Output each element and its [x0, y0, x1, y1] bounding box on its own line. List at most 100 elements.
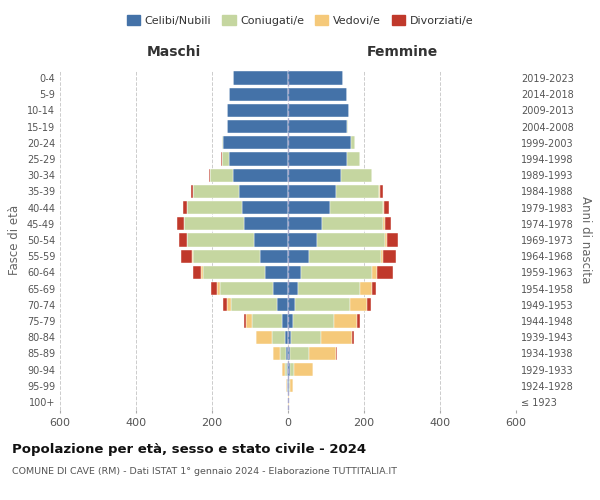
Bar [288, 168, 341, 182]
Bar [380, 185, 383, 198]
Bar [239, 185, 288, 198]
Bar [385, 217, 391, 230]
Bar [288, 185, 335, 198]
Bar [273, 346, 280, 360]
Bar [211, 282, 217, 295]
Bar [383, 201, 384, 214]
Bar [290, 379, 293, 392]
Bar [383, 217, 385, 230]
Bar [295, 298, 350, 312]
Bar [244, 217, 288, 230]
Legend: Celibi/Nubili, Coniugati/e, Vedovi/e, Divorziati/e: Celibi/Nubili, Coniugati/e, Vedovi/e, Di… [122, 10, 478, 30]
Bar [233, 72, 288, 85]
Bar [330, 201, 383, 214]
Bar [254, 234, 288, 246]
Bar [352, 330, 354, 344]
Bar [288, 234, 317, 246]
Bar [347, 152, 360, 166]
Bar [203, 266, 265, 279]
Bar [360, 282, 371, 295]
Bar [288, 104, 349, 117]
Bar [288, 217, 322, 230]
Bar [322, 217, 383, 230]
Bar [309, 346, 336, 360]
Bar [298, 282, 360, 295]
Bar [377, 266, 392, 279]
Bar [277, 298, 288, 312]
Bar [229, 152, 288, 166]
Bar [371, 282, 376, 295]
Bar [176, 217, 184, 230]
Bar [289, 379, 290, 392]
Bar [181, 250, 192, 263]
Bar [227, 298, 231, 312]
Bar [273, 282, 288, 295]
Bar [288, 314, 293, 328]
Bar [282, 363, 286, 376]
Bar [179, 234, 187, 246]
Bar [233, 168, 288, 182]
Bar [288, 72, 343, 85]
Bar [210, 168, 233, 182]
Bar [220, 282, 273, 295]
Bar [227, 120, 288, 134]
Bar [288, 120, 347, 134]
Bar [322, 330, 352, 344]
Bar [221, 152, 229, 166]
Bar [371, 266, 377, 279]
Bar [336, 346, 337, 360]
Bar [290, 363, 294, 376]
Bar [272, 330, 285, 344]
Bar [201, 266, 203, 279]
Bar [280, 346, 286, 360]
Bar [286, 346, 288, 360]
Text: Maschi: Maschi [147, 44, 201, 59]
Bar [350, 298, 367, 312]
Bar [286, 363, 287, 376]
Bar [291, 330, 322, 344]
Bar [244, 314, 246, 328]
Bar [288, 346, 290, 360]
Bar [265, 266, 288, 279]
Bar [383, 250, 397, 263]
Bar [227, 104, 288, 117]
Bar [209, 168, 210, 182]
Bar [256, 330, 272, 344]
Bar [384, 201, 389, 214]
Bar [192, 250, 193, 263]
Bar [367, 298, 371, 312]
Bar [242, 201, 288, 214]
Bar [288, 201, 330, 214]
Bar [385, 234, 387, 246]
Bar [184, 217, 244, 230]
Bar [288, 250, 309, 263]
Bar [221, 136, 223, 149]
Bar [309, 250, 381, 263]
Bar [301, 266, 371, 279]
Bar [350, 136, 355, 149]
Bar [288, 330, 291, 344]
Bar [288, 298, 295, 312]
Bar [294, 363, 313, 376]
Bar [371, 168, 373, 182]
Text: Femmine: Femmine [367, 44, 437, 59]
Bar [334, 314, 357, 328]
Text: COMUNE DI CAVE (RM) - Dati ISTAT 1° gennaio 2024 - Elaborazione TUTTITALIA.IT: COMUNE DI CAVE (RM) - Dati ISTAT 1° genn… [12, 468, 397, 476]
Bar [288, 88, 347, 101]
Bar [193, 185, 239, 198]
Bar [193, 250, 260, 263]
Bar [293, 314, 334, 328]
Text: Popolazione per età, sesso e stato civile - 2024: Popolazione per età, sesso e stato civil… [12, 442, 366, 456]
Bar [341, 168, 371, 182]
Bar [223, 298, 227, 312]
Bar [187, 201, 242, 214]
Bar [193, 266, 201, 279]
Bar [290, 346, 309, 360]
Bar [317, 234, 385, 246]
Bar [217, 282, 220, 295]
Bar [288, 136, 350, 149]
Bar [387, 234, 398, 246]
Bar [335, 185, 379, 198]
Bar [381, 250, 383, 263]
Bar [183, 201, 187, 214]
